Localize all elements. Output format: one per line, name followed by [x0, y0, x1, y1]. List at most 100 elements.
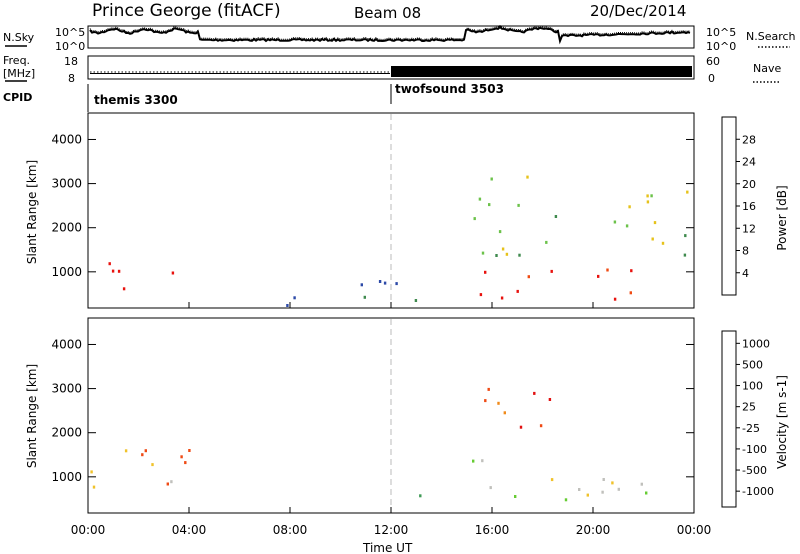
noise-left-tick-low: 10^0: [55, 40, 85, 53]
x-tick-label: 12:00: [374, 523, 409, 537]
heatmap-cell: [478, 197, 482, 201]
heatmap-cell: [286, 304, 289, 307]
freq-left-tick-low: 8: [68, 72, 75, 85]
colorbar-tick-label: 8: [742, 245, 749, 258]
cpid-label: CPID: [3, 91, 32, 104]
nave-right-tick-low: 0: [708, 72, 715, 85]
velocity-pixels: [90, 387, 648, 502]
colorbar-tick-label: -500: [742, 464, 767, 477]
colorbar-tick-label: 16: [742, 200, 756, 213]
heatmap-cell: [548, 398, 552, 401]
noise-left-tick-high: 10^5: [55, 26, 85, 39]
freq-left-tick-high: 18: [64, 55, 78, 68]
heatmap-cell: [545, 240, 548, 244]
heatmap-cell: [481, 251, 485, 255]
heatmap-cell: [683, 253, 687, 257]
x-tick-label: 00:00: [71, 523, 106, 537]
x-tick-label: 00:00: [677, 523, 712, 537]
colorbar-tick-label: 4: [742, 267, 749, 280]
heatmap-cell: [686, 190, 689, 194]
heatmap-cell: [630, 269, 633, 273]
noise-traces: [89, 24, 691, 45]
heatmap-cell: [651, 237, 654, 241]
nave-right-tick-high: 60: [706, 55, 720, 68]
colorbar-tick-label: -25: [742, 422, 760, 435]
heatmap-cell: [586, 493, 589, 497]
y-tick-label: 4000: [51, 337, 82, 351]
heatmap-cell: [414, 299, 418, 302]
heatmap-cell: [419, 494, 422, 498]
heatmap-cell: [141, 453, 144, 457]
heatmap-cell: [526, 175, 529, 179]
heatmap-cell: [108, 262, 111, 266]
heatmap-cell: [554, 215, 558, 218]
heatmap-cell: [495, 254, 498, 257]
colorbar-frame: [721, 116, 737, 296]
heatmap-cell: [484, 399, 487, 403]
heatmap-cell: [501, 247, 505, 251]
heatmap-cell: [363, 295, 366, 299]
heatmap-cell: [653, 221, 657, 225]
y-tick-label: 3000: [51, 382, 82, 396]
colorbar-tick-label: 28: [742, 133, 756, 146]
heatmap-cell: [170, 480, 173, 484]
noise-right-tick-high: 10^5: [706, 26, 736, 39]
velocity-colorbar: 1000 500 100 25 -25 -100 -500 -1000: [721, 330, 774, 508]
heatmap-cell: [611, 481, 614, 485]
heatmap-cell: [503, 411, 506, 415]
heatmap-cell: [550, 478, 554, 482]
power-pixels: [108, 175, 689, 307]
heatmap-cell: [629, 291, 632, 295]
power-cbar-label: Power [dB]: [775, 185, 789, 250]
heatmap-cell: [625, 224, 629, 228]
nsearch-trace: [89, 24, 691, 42]
heatmap-cell: [151, 463, 154, 467]
noise-panel-frame: [87, 25, 695, 49]
x-tick-label: 16:00: [475, 523, 510, 537]
heatmap-cell: [646, 200, 650, 204]
heatmap-cell: [533, 391, 536, 395]
heatmap-cell: [378, 280, 382, 283]
heatmap-cell: [472, 459, 475, 463]
x-tick-label: 04:00: [172, 523, 207, 537]
heatmap-cell: [171, 271, 175, 275]
y-tick-label: 4000: [51, 132, 82, 146]
colorbar-tick-label: -1000: [742, 485, 774, 498]
freq-label-line2: [MHz]: [3, 67, 35, 80]
nsky-trace: [89, 25, 691, 45]
heatmap-cell: [646, 194, 649, 198]
heatmap-cell: [578, 488, 581, 491]
heatmap-cell: [505, 252, 509, 256]
x-tick-label: 20:00: [576, 523, 611, 537]
heatmap-cell: [188, 449, 191, 452]
heatmap-cell: [481, 459, 484, 463]
heatmap-cell: [514, 495, 517, 498]
heatmap-cell: [90, 470, 93, 474]
heatmap-cell: [645, 491, 648, 495]
x-axis-label: Time UT: [362, 541, 413, 554]
colorbar-tick-label: -100: [742, 443, 767, 456]
velocity-cbar-label: Velocity [m s-1]: [775, 375, 789, 469]
velocity-yticks: 1000 2000 3000 4000: [51, 337, 694, 484]
heatmap-cell: [516, 289, 519, 293]
nave-label: Nave: [753, 62, 781, 75]
heatmap-cell: [122, 287, 126, 291]
colorbar-tick-label: 20: [742, 178, 756, 191]
power-colorbar: 4 8 12 16 20 24 28: [721, 116, 756, 296]
heatmap-cell: [500, 296, 504, 300]
heatmap-cell: [527, 275, 530, 279]
heatmap-cell: [484, 270, 487, 274]
heatmap-cell: [550, 269, 553, 273]
heatmap-cell: [395, 282, 398, 286]
nsky-label: N.Sky: [3, 31, 35, 44]
heatmap-cell: [601, 490, 604, 494]
heatmap-cell: [111, 269, 115, 273]
noise-right-tick-low: 10^0: [706, 40, 736, 53]
heatmap-cell: [613, 297, 617, 301]
heatmap-cell: [661, 241, 665, 245]
heatmap-cell: [497, 401, 500, 405]
heatmap-cell: [124, 449, 128, 453]
beam-title: Beam 08: [354, 4, 421, 22]
nsearch-label: N.Search: [746, 30, 796, 43]
